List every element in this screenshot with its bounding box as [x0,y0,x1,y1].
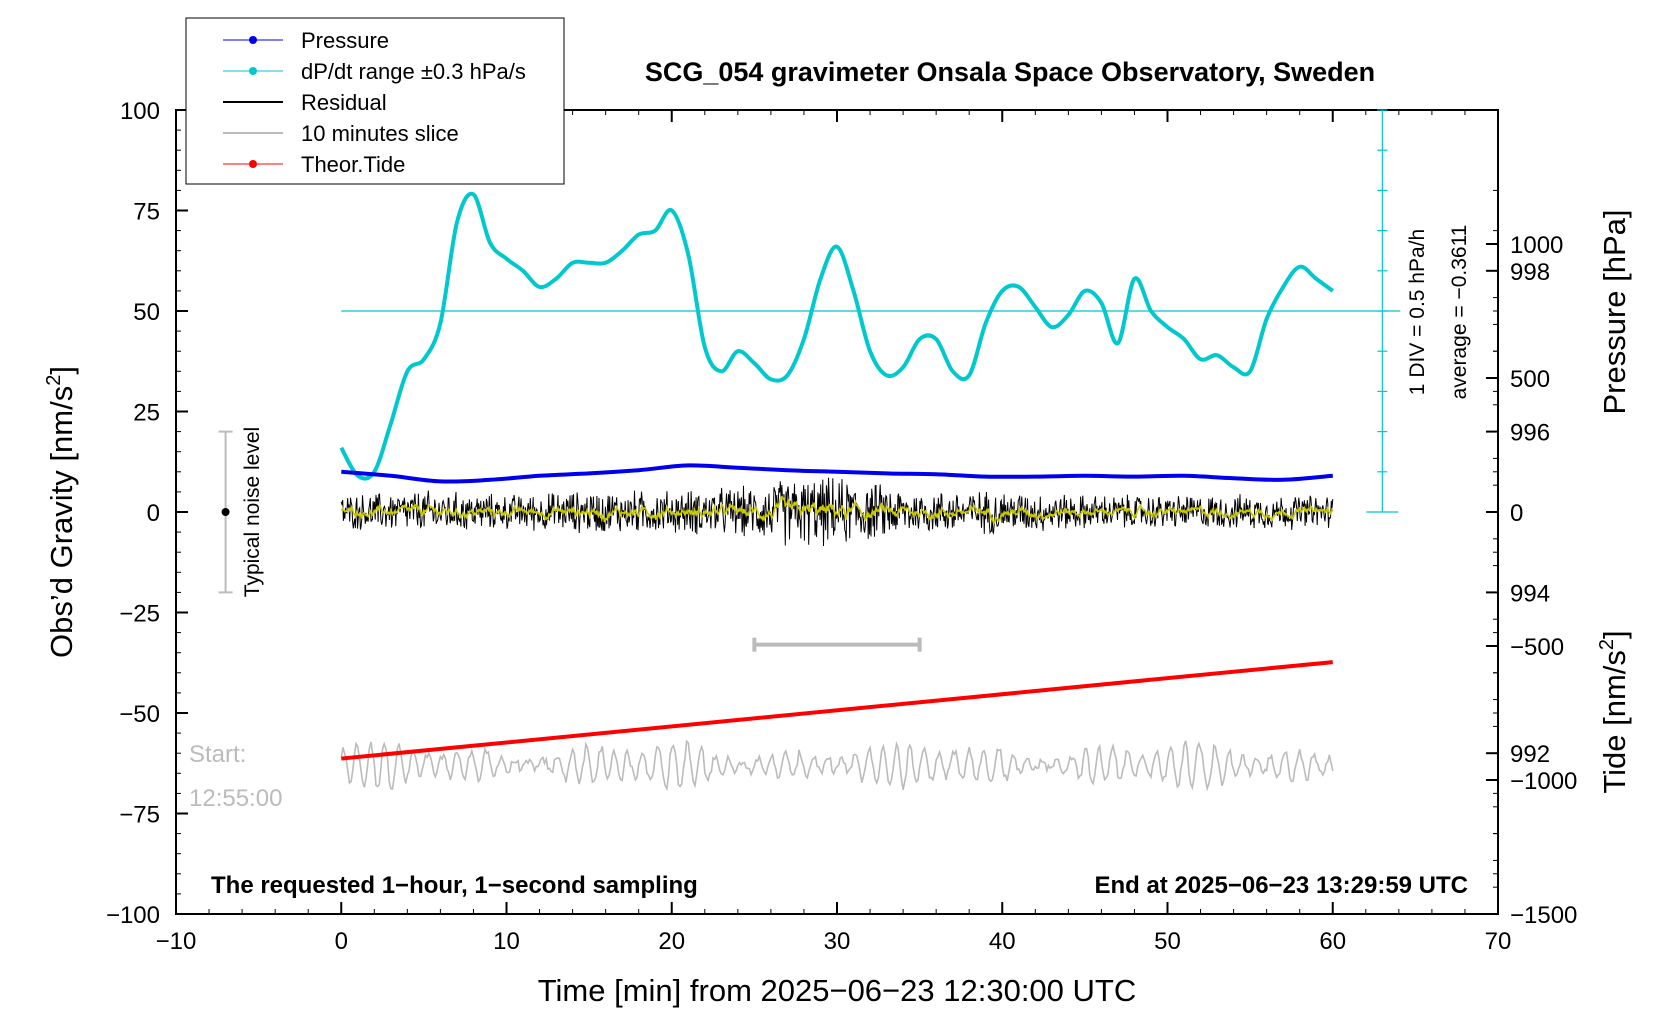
y-tick-label: 0 [147,500,160,527]
x-tick-label: 50 [1154,928,1181,955]
dpdt-line [339,191,1334,481]
pressure-tick-label: 992 [1510,741,1550,768]
tide-tick-label: 1000 [1510,232,1563,259]
y-tick-label: 50 [133,299,160,326]
start-label: Start: [189,741,246,768]
y-tick-label: −100 [106,902,160,929]
legend-label-tide: Theor.Tide [301,152,405,177]
pressure-line [341,463,1333,484]
average-note: average = −0.3611 [1448,225,1471,400]
x-tick-label: 10 [493,928,520,955]
tide-tick-label: 500 [1510,366,1550,393]
y-axis-label-pressure: Pressure [hPa] [1597,209,1632,414]
y-tick-label: −75 [119,802,160,829]
y-axis-label-left: Obs’d Gravity [nm/s2] [43,366,79,658]
pressure-tick-label: 994 [1510,580,1550,607]
legend-label-pressure: Pressure [301,28,389,53]
legend-marker-dpdt [249,67,257,75]
slice-line [340,739,1334,792]
tide-tick-label: −1000 [1510,768,1577,795]
residual-line [340,477,1334,547]
legend-label-dpdt: dP/dt range ±0.3 hPa/s [301,59,526,84]
x-tick-label: 20 [658,928,685,955]
tide-line [341,660,1333,761]
div-note: 1 DIV = 0.5 hPa/h [1406,229,1429,395]
x-tick-label: 40 [989,928,1016,955]
x-tick-label: 60 [1319,928,1346,955]
y-axis-label-tide: Tide [nm/s2] [1596,630,1632,793]
x-tick-label: 70 [1485,928,1512,955]
legend-marker-tide [249,160,257,168]
pressure-tick-label: 998 [1510,259,1550,286]
bottom-left-note: The requested 1−hour, 1−second sampling [211,872,698,899]
tide-tick-label: −500 [1510,634,1564,661]
legend-label-slice: 10 minutes slice [301,121,459,146]
noise-bar-center [221,508,230,516]
legend: Pressure dP/dt range ±0.3 hPa/s Residual… [185,17,565,185]
tide-tick-label: −1500 [1510,902,1577,929]
y-tick-label: −25 [119,601,160,628]
y-tick-label: 25 [133,400,160,427]
bottom-right-note: End at 2025−06−23 13:29:59 UTC [1094,872,1468,899]
axis-ticks: −10 0 10 20 30 40 50 60 701007550250−25−50−75−10… [106,98,1577,955]
x-tick-label: 30 [824,928,851,955]
chart-title: SCG_054 gravimeter Onsala Space Observat… [645,57,1375,87]
noise-label: Typical noise level [241,427,264,597]
start-time: 12:55:00 [189,785,282,812]
pressure-tick-label: 996 [1510,420,1550,447]
x-tick-label: −10 [156,928,197,955]
tide-tick-label: 0 [1510,500,1523,527]
x-tick-label: 0 [335,928,348,955]
y-tick-label: 100 [120,98,160,125]
residual-smooth-line [340,495,1334,524]
legend-label-residual: Residual [301,90,387,115]
y-tick-label: 75 [133,199,160,226]
x-axis-label: Time [min] from 2025−06−23 12:30:00 UTC [538,973,1137,1008]
y-tick-label: −50 [119,701,160,728]
legend-marker-pressure [249,36,257,44]
series-group [218,109,1401,792]
